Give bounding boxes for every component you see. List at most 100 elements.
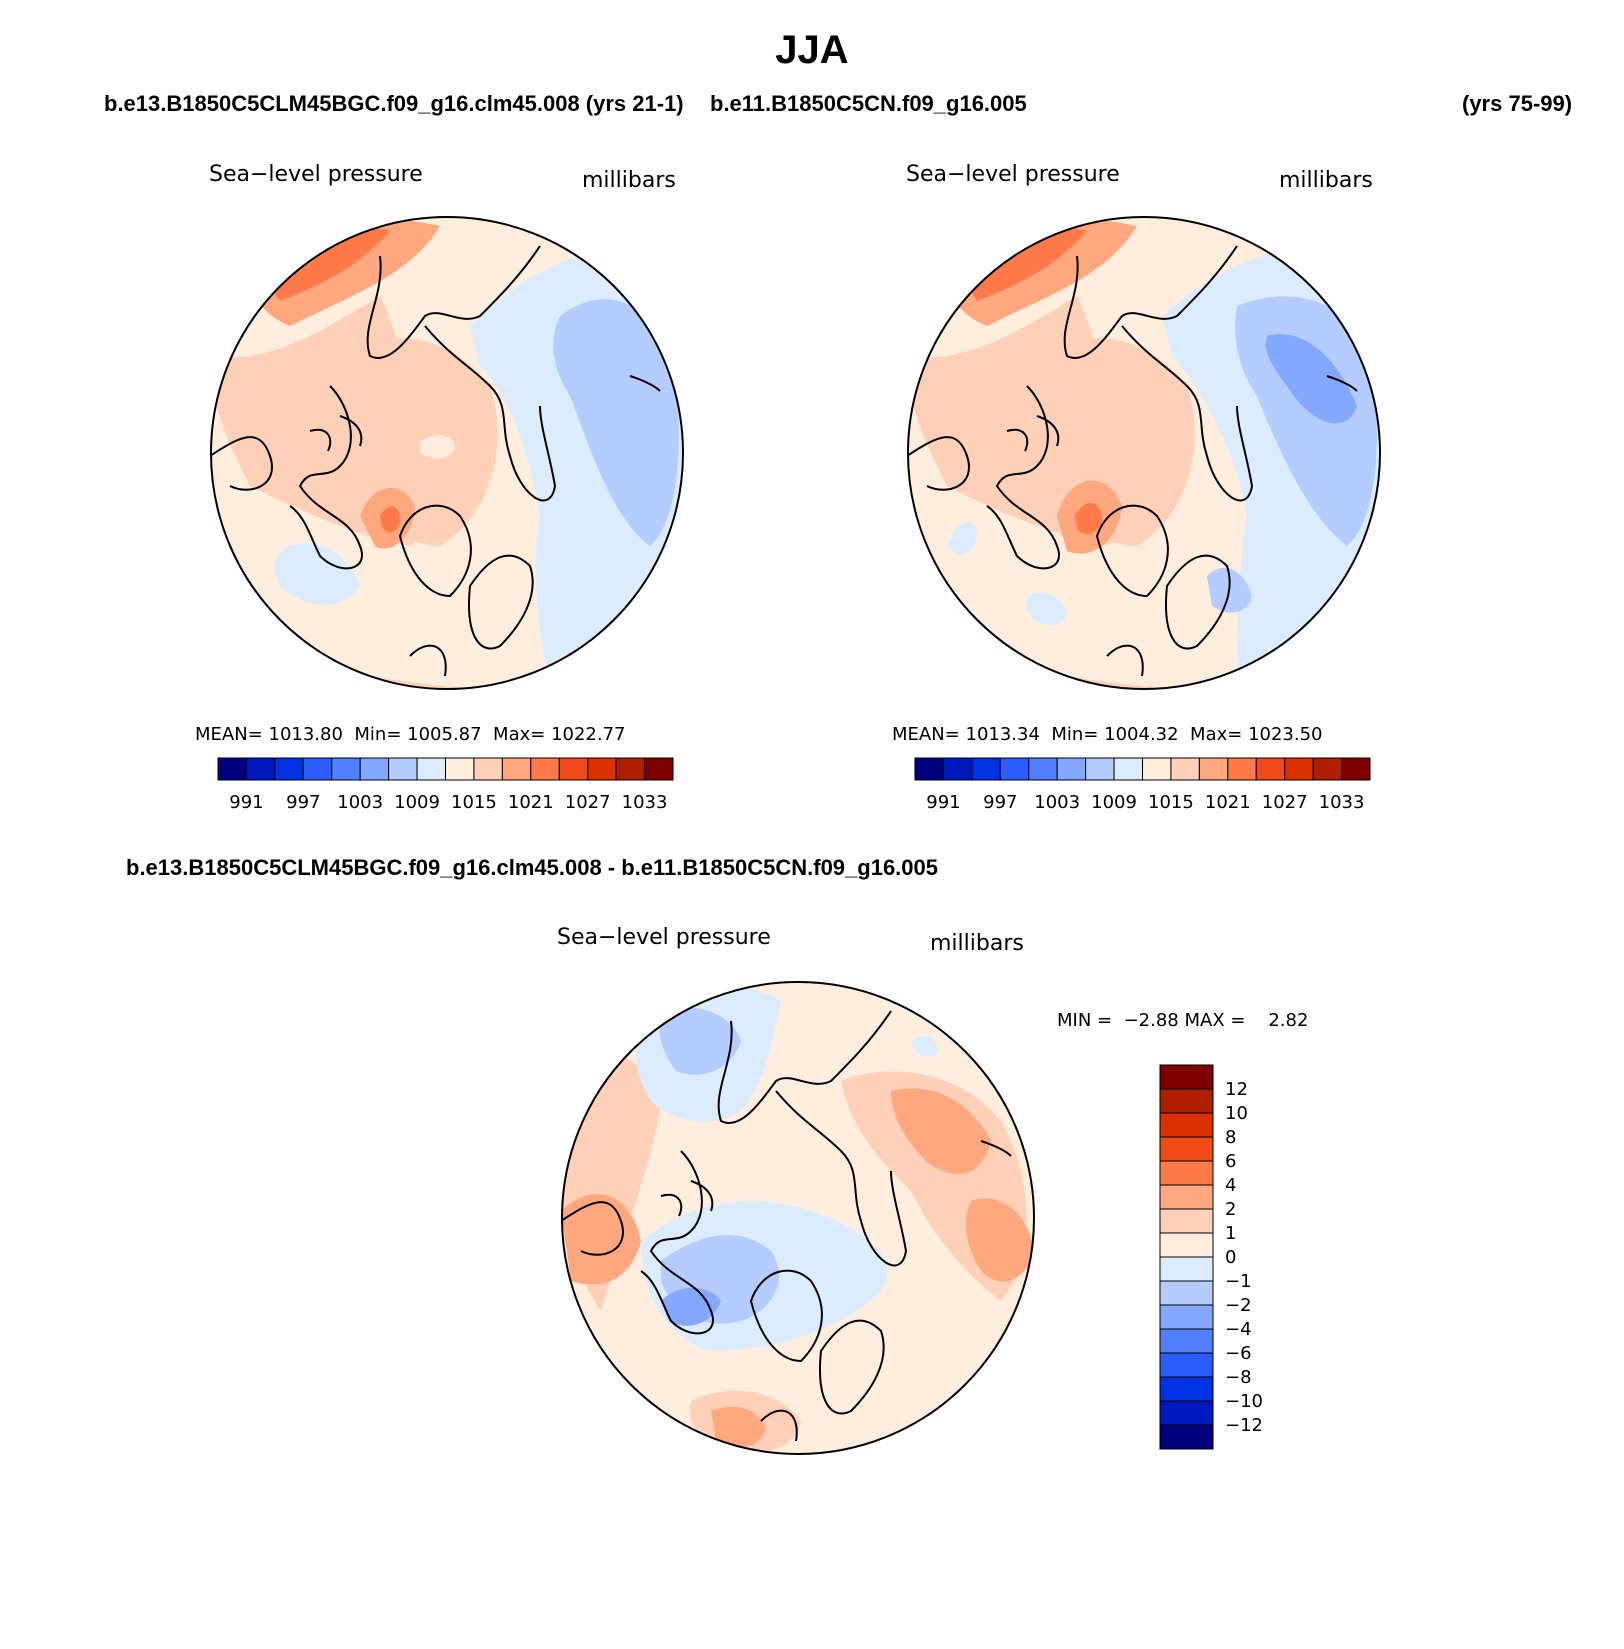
panel3-colorbar-tick: −6 <box>1225 1343 1252 1364</box>
panel1-map-border <box>210 216 684 690</box>
panel1-max-value: 1022.77 <box>551 724 626 745</box>
panel2-mean-label: MEAN= <box>892 724 960 745</box>
panel1-colorbar-swatch <box>388 757 418 781</box>
page-title: JJA <box>775 28 849 72</box>
panel2-left-label: Sea−level pressure <box>906 162 1120 187</box>
panel1-max-label: Max= <box>493 724 546 745</box>
panel3-colorbar-swatch <box>1159 1184 1214 1210</box>
panel2-colorbar-tick: 991 <box>926 792 960 813</box>
panel3-contours <box>562 982 1034 1454</box>
panel1-colorbar-tick: 991 <box>229 792 263 813</box>
panel3-colorbar-swatch <box>1159 1304 1214 1330</box>
panel1-colorbar-tick: 1021 <box>508 792 554 813</box>
panel2-max-label: Max= <box>1190 724 1243 745</box>
panel3-max-label: MAX = <box>1184 1010 1246 1031</box>
panel3-left-label: Sea−level pressure <box>557 925 771 950</box>
panel2-colorbar-tick: 1003 <box>1034 792 1080 813</box>
panel3-colorbar-tick: −10 <box>1225 1391 1263 1412</box>
panel2-colorbar-tick: 1027 <box>1262 792 1308 813</box>
panel2-colorbar-swatch <box>1255 757 1286 781</box>
case-title-left: b.e13.B1850C5CLM45BGC.f09_g16.clm45.008 … <box>104 91 684 116</box>
panel2-colorbar-swatch <box>1085 757 1115 781</box>
panel2-map <box>907 216 1381 690</box>
case-title-left-overlap: b.e11.B1850C5CN.f09_g16.005 <box>710 91 1027 116</box>
panel3-map-border <box>561 981 1035 1455</box>
panel3-max-value: 2.82 <box>1268 1010 1309 1031</box>
panel2-colorbar-swatch <box>1227 757 1257 781</box>
panel1-colorbar-swatch <box>245 757 276 781</box>
panel3-colorbar-swatch <box>1159 1136 1214 1162</box>
panel3-colorbar-tick: 0 <box>1225 1247 1236 1268</box>
panel2-colorbar-swatch <box>1341 757 1371 781</box>
panel1-mean-value: 1013.80 <box>268 724 343 745</box>
panel1-colorbar-swatch <box>274 757 304 781</box>
panel1-contours <box>211 217 683 689</box>
panel1-colorbar-tick: 1033 <box>622 792 668 813</box>
panel1-colorbar-swatch <box>615 757 646 781</box>
panel1-min-label: Min= <box>354 724 402 745</box>
panel3-colorbar-swatch <box>1159 1064 1214 1090</box>
panel2-contours <box>908 217 1380 689</box>
panel2-colorbar-swatch <box>1170 757 1200 781</box>
panel3-colorbar-swatch <box>1159 1280 1214 1306</box>
panel3-colorbar-tick: −4 <box>1225 1319 1252 1340</box>
panel2-map-border <box>907 216 1381 690</box>
panel1-mean-label: MEAN= <box>195 724 263 745</box>
panel2-colorbar-tick: 1009 <box>1091 792 1137 813</box>
panel2-stats: MEAN= 1013.34 Min= 1004.32 Max= 1023.50 <box>892 724 1323 745</box>
panel3-colorbar-swatch <box>1159 1376 1214 1402</box>
panel3-colorbar-tick: 12 <box>1225 1079 1248 1100</box>
panel1-colorbar-swatch <box>501 757 532 781</box>
panel1-colorbar: 991 997 1003 1009 1015 1021 1027 1033 <box>217 757 674 813</box>
panel2-colorbar-swatch <box>1113 757 1143 781</box>
panel3-colorbar-swatch <box>1159 1424 1214 1450</box>
panel1-colorbar-swatch <box>558 757 589 781</box>
panel3-min-value: −2.88 <box>1123 1010 1179 1031</box>
panel3-colorbar-tick: −12 <box>1225 1415 1263 1436</box>
panel2-colorbar-swatch <box>1056 757 1087 781</box>
panel2-colorbar: 991 997 1003 1009 1015 1021 1027 1033 <box>914 757 1371 813</box>
panel1-colorbar-swatch <box>217 757 247 781</box>
panel1-colorbar-tick: 1027 <box>565 792 611 813</box>
panel3-colorbar-tick: 8 <box>1225 1127 1236 1148</box>
panel2-max-value: 1023.50 <box>1248 724 1323 745</box>
panel2-colorbar-swatch <box>914 757 944 781</box>
panel3-colorbar-tick: −8 <box>1225 1367 1252 1388</box>
panel2-colorbar-swatch <box>1028 757 1058 781</box>
panel2-colorbar-swatch <box>971 757 1001 781</box>
panel2-colorbar-swatch <box>942 757 973 781</box>
panel3-colorbar-tick: 2 <box>1225 1199 1236 1220</box>
panel3-colorbar-swatch <box>1159 1400 1214 1426</box>
panel2-right-label: millibars <box>1279 168 1373 193</box>
case-title-right-years: (yrs 75-99) <box>1462 91 1573 116</box>
panel2-colorbar-tick: 997 <box>983 792 1017 813</box>
panel3-colorbar-tick: 4 <box>1225 1175 1236 1196</box>
panel3-colorbar-swatch <box>1159 1112 1214 1138</box>
panel1-colorbar-swatch <box>473 757 503 781</box>
panel3-colorbar-tick: −2 <box>1225 1295 1252 1316</box>
panel3-map <box>561 981 1035 1455</box>
panel2-colorbar-swatch <box>1312 757 1343 781</box>
panel2-colorbar-tick: 1015 <box>1148 792 1194 813</box>
panel3-coastlines <box>562 1010 1012 1442</box>
panel1-left-label: Sea−level pressure <box>209 162 423 187</box>
panel2-colorbar-swatch <box>1284 757 1314 781</box>
panel2-colorbar-tick: 1021 <box>1205 792 1251 813</box>
panel3-colorbar-swatch <box>1159 1088 1214 1114</box>
panel1-colorbar-swatch <box>359 757 390 781</box>
panel1-colorbar-swatch <box>331 757 361 781</box>
panel2-colorbar-swatch <box>999 757 1030 781</box>
panel1-colorbar-tick: 1009 <box>394 792 440 813</box>
panel3-colorbar-tick: −1 <box>1225 1271 1252 1292</box>
panel2-colorbar-swatch <box>1198 757 1229 781</box>
panel1-coastlines <box>211 245 661 677</box>
panel2-coastlines <box>908 245 1358 677</box>
diff-title: b.e13.B1850C5CLM45BGC.f09_g16.clm45.008 … <box>126 855 939 880</box>
panel3-colorbar-tick: 6 <box>1225 1151 1236 1172</box>
panel1-colorbar-tick: 1003 <box>337 792 383 813</box>
panel3-colorbar-swatch <box>1159 1256 1214 1282</box>
panel3-right-label: millibars <box>930 931 1024 956</box>
panel1-stats: MEAN= 1013.80 Min= 1005.87 Max= 1022.77 <box>195 724 626 745</box>
panel3-colorbar-swatch <box>1159 1352 1214 1378</box>
